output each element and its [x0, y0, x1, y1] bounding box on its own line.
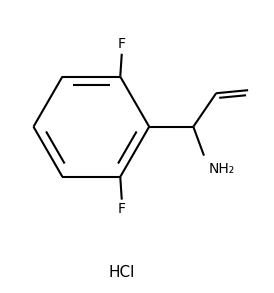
Text: HCl: HCl [109, 265, 135, 280]
Text: F: F [118, 37, 126, 51]
Text: NH₂: NH₂ [209, 162, 235, 176]
Text: F: F [118, 202, 126, 216]
